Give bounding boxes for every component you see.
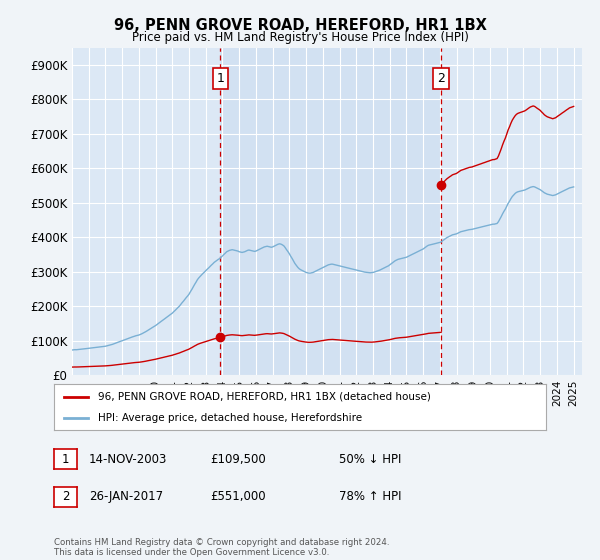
Text: 96, PENN GROVE ROAD, HEREFORD, HR1 1BX: 96, PENN GROVE ROAD, HEREFORD, HR1 1BX: [113, 18, 487, 34]
Text: 50% ↓ HPI: 50% ↓ HPI: [339, 452, 401, 466]
Text: 2: 2: [437, 72, 445, 85]
Text: Contains HM Land Registry data © Crown copyright and database right 2024.
This d: Contains HM Land Registry data © Crown c…: [54, 538, 389, 557]
Text: 14-NOV-2003: 14-NOV-2003: [89, 452, 167, 466]
Text: HPI: Average price, detached house, Herefordshire: HPI: Average price, detached house, Here…: [98, 413, 362, 423]
Text: £551,000: £551,000: [210, 490, 266, 503]
Bar: [220, 48, 441, 375]
Text: 26-JAN-2017: 26-JAN-2017: [89, 490, 163, 503]
Text: 1: 1: [217, 72, 224, 85]
Text: 96, PENN GROVE ROAD, HEREFORD, HR1 1BX (detached house): 96, PENN GROVE ROAD, HEREFORD, HR1 1BX (…: [98, 391, 431, 402]
Text: 2: 2: [62, 490, 69, 503]
Text: 1: 1: [62, 452, 69, 466]
Text: £109,500: £109,500: [210, 452, 266, 466]
Text: Price paid vs. HM Land Registry's House Price Index (HPI): Price paid vs. HM Land Registry's House …: [131, 31, 469, 44]
Text: 78% ↑ HPI: 78% ↑ HPI: [339, 490, 401, 503]
